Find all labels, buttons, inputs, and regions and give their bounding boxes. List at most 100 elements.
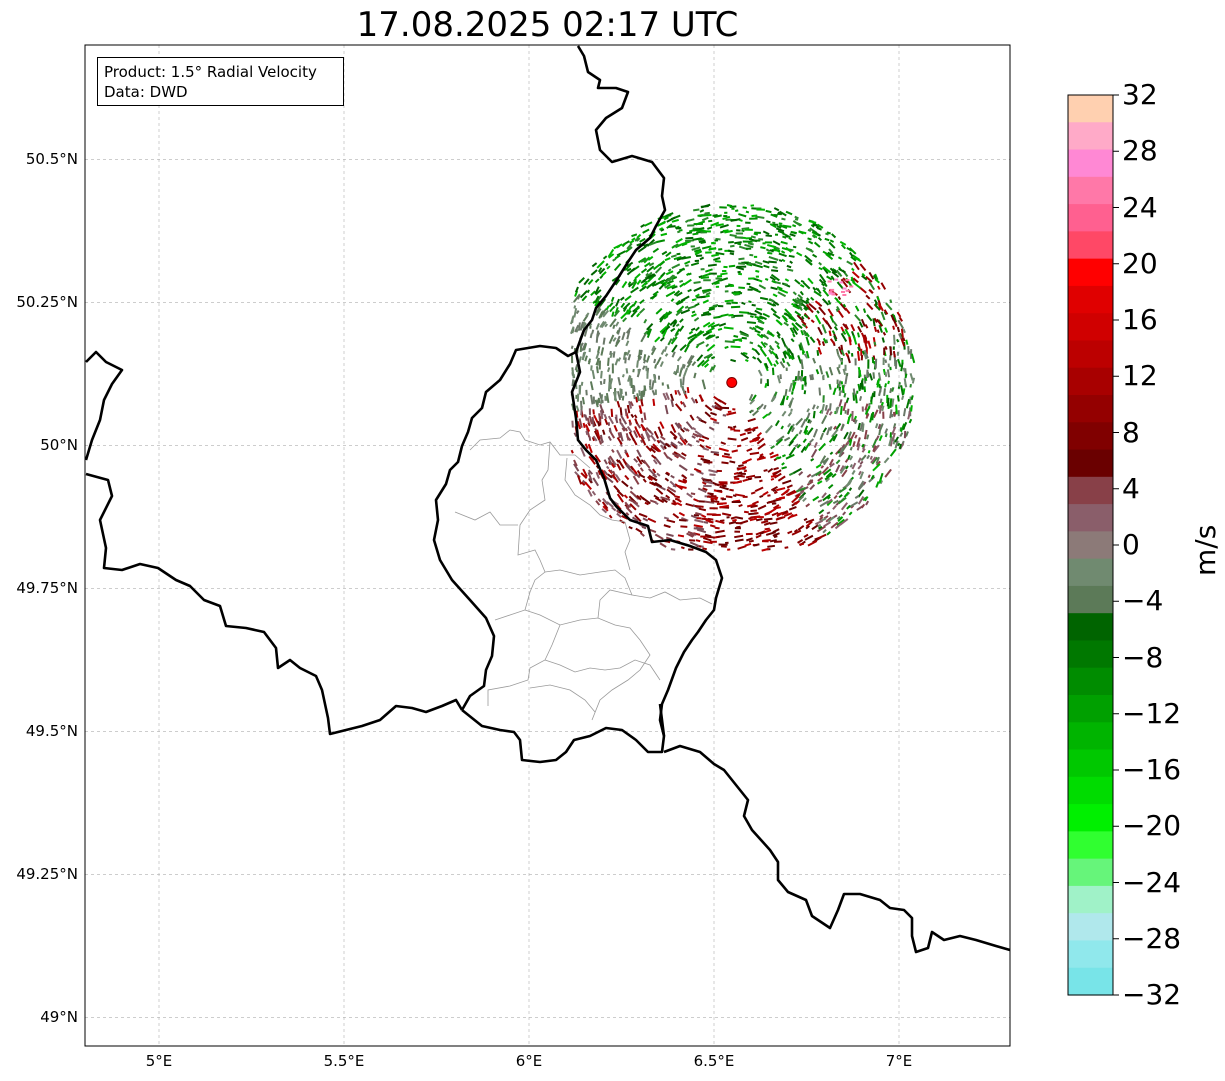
- radar-echo: [781, 337, 787, 348]
- radar-echo: [875, 423, 879, 429]
- radar-echo: [784, 388, 788, 397]
- radar-echo: [806, 297, 810, 301]
- radar-echo: [777, 291, 787, 298]
- radar-echo: [614, 358, 619, 366]
- radar-echo: [629, 468, 638, 477]
- radar-echo: [698, 275, 703, 279]
- radar-echo: [839, 465, 845, 472]
- radar-echo: [627, 281, 632, 286]
- radar-echo: [692, 237, 702, 241]
- radar-echo: [636, 470, 642, 476]
- radar-echo: [904, 373, 908, 379]
- radar-echo: [871, 456, 879, 465]
- radar-echo: [787, 411, 793, 417]
- radar-echo: [629, 503, 637, 511]
- radar-echo: [608, 455, 615, 463]
- radar-echo: [804, 534, 814, 541]
- radar-echo: [824, 237, 830, 242]
- radar-echo: [605, 262, 609, 267]
- radar-echo: [587, 489, 593, 497]
- radar-echo: [765, 209, 772, 214]
- radar-echo: [695, 526, 705, 531]
- map-border: [84, 44, 1011, 1047]
- radar-echo: [636, 360, 639, 368]
- radar-echo: [836, 518, 846, 527]
- radar-echo: [730, 284, 735, 288]
- radar-echo: [766, 301, 775, 307]
- radar-echo: [814, 300, 821, 306]
- radar-echo: [821, 282, 826, 287]
- radar-echo: [839, 465, 847, 475]
- radar-echo: [633, 277, 637, 282]
- radar-echo: [787, 422, 792, 428]
- radar-echo: [835, 422, 842, 431]
- radar-echo: [896, 358, 902, 368]
- radar-echo: [773, 472, 782, 479]
- radar-echo: [865, 275, 873, 283]
- radar-echo: [860, 318, 866, 327]
- radar-echo: [880, 311, 886, 321]
- radar-echo: [708, 469, 718, 474]
- radar-echo: [812, 357, 817, 364]
- radar-echo: [692, 427, 697, 431]
- radar-echo: [882, 357, 885, 366]
- radar-echo: [879, 480, 883, 485]
- radar-echo: [667, 338, 673, 346]
- radar-echo: [782, 232, 791, 239]
- radar-echo: [840, 502, 849, 511]
- colorbar-segment: [1068, 831, 1113, 860]
- radar-echo: [907, 409, 912, 420]
- radar-echo: [624, 295, 632, 302]
- radar-echo: [593, 414, 599, 423]
- radar-echo: [702, 272, 712, 278]
- radar-echo: [678, 464, 688, 472]
- radar-echo: [744, 542, 752, 547]
- radar-echo: [647, 517, 657, 524]
- radar-echo: [675, 237, 683, 244]
- radar-echo: [811, 234, 816, 239]
- radar-echo: [690, 327, 696, 332]
- radar-echo: [713, 315, 721, 319]
- radar-echo: [773, 490, 778, 495]
- radar-echo: [762, 333, 770, 340]
- radar-echo: [652, 443, 660, 451]
- radar-echo: [620, 302, 626, 309]
- radar-echo: [643, 354, 647, 361]
- radar-echo: [690, 492, 696, 496]
- radar-echo: [638, 512, 648, 518]
- radar-echo: [645, 445, 652, 452]
- radar-echo: [726, 302, 732, 305]
- radar-echo: [740, 332, 750, 338]
- radar-echo: [658, 227, 664, 231]
- radar-echo: [842, 511, 847, 516]
- radar-echo: [846, 416, 851, 425]
- radar-echo: [736, 224, 741, 227]
- radar-echo: [685, 428, 690, 432]
- radar-echo: [832, 321, 838, 327]
- radar-echo: [803, 306, 808, 312]
- radar-echo: [759, 315, 767, 321]
- radar-echo: [612, 337, 617, 342]
- radar-echo: [640, 439, 644, 444]
- radar-echo: [791, 391, 794, 395]
- radar-echo: [710, 323, 720, 329]
- radar-echo: [708, 426, 715, 431]
- colorbar-segment: [1068, 585, 1113, 614]
- radar-echo: [756, 431, 763, 437]
- radar-echo: [625, 327, 632, 334]
- colorbar-segment: [1068, 749, 1113, 778]
- radar-echo: [590, 271, 595, 276]
- radar-echo: [628, 431, 635, 442]
- radar-echo: [591, 419, 595, 428]
- radar-echo: [825, 232, 829, 236]
- radar-echo: [715, 285, 720, 288]
- colorbar-tick-label: 20: [1122, 246, 1158, 280]
- radar-echo: [713, 452, 720, 457]
- radar-echo: [715, 529, 725, 534]
- radar-echo: [629, 486, 634, 490]
- radar-echo: [789, 233, 796, 237]
- radar-echo: [728, 241, 734, 244]
- radar-echo: [778, 222, 783, 225]
- radar-echo: [676, 453, 686, 460]
